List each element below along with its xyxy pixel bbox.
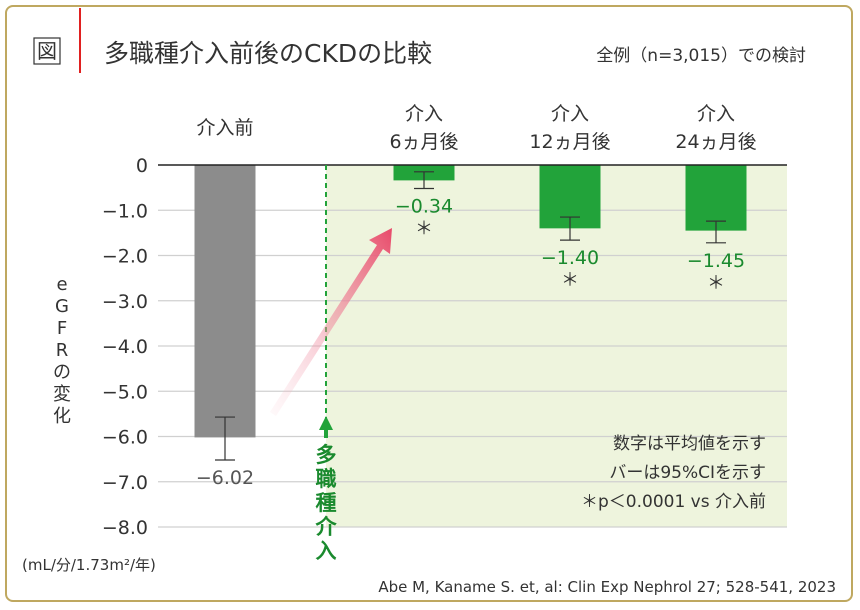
bar	[194, 165, 256, 438]
y-tick-label: −1.0	[102, 200, 148, 222]
x-category-label: 介入	[697, 103, 735, 125]
significance-mark: ＊	[707, 273, 725, 294]
chart-subtitle: 全例（n=3,015）での検討	[596, 46, 806, 66]
citation: Abe M, Kaname S. et, al: Clin Exp Nephro…	[378, 578, 836, 596]
x-category-label: 介入前	[196, 117, 253, 139]
y-tick-label: −4.0	[102, 336, 148, 358]
y-axis-label-char: F	[57, 318, 67, 339]
y-tick-label: 0	[136, 155, 148, 177]
intervention-label-char: 職	[316, 467, 337, 491]
x-category-label: 12ヵ月後	[529, 131, 610, 153]
fig-label: 図	[37, 39, 57, 63]
y-tick-label: −3.0	[102, 291, 148, 313]
value-label: −1.40	[541, 247, 599, 269]
y-axis-label-char: R	[56, 340, 69, 361]
intervention-label-char: 多	[316, 443, 337, 467]
value-label: −0.34	[395, 196, 453, 218]
y-axis-label-char: 化	[53, 406, 71, 427]
fig-label-box	[33, 37, 61, 65]
figure-frame	[5, 5, 853, 602]
x-category-label: 24ヵ月後	[675, 131, 756, 153]
y-tick-label: −5.0	[102, 381, 148, 403]
x-category-label: 6ヵ月後	[389, 131, 458, 153]
intervention-label-char: 介	[315, 515, 338, 539]
chart-title: 多職種介入前後のCKDの比較	[104, 39, 432, 68]
x-category-label: 介入	[405, 103, 443, 125]
y-tick-label: −8.0	[102, 517, 148, 539]
y-axis-unit: (mL/分/1.73m²/年)	[22, 556, 156, 574]
y-axis-label-char: e	[56, 274, 67, 295]
intervention-label-char: 種	[316, 491, 337, 515]
y-axis-label-char: G	[55, 296, 69, 317]
note-text: バーは95%CIを示す	[609, 463, 766, 483]
y-tick-label: −2.0	[102, 246, 148, 268]
significance-mark: ＊	[415, 219, 433, 240]
y-axis-label-char: の	[53, 362, 71, 383]
x-category-label: 介入	[551, 103, 589, 125]
significance-mark: ＊	[561, 270, 579, 291]
improvement-arrow-icon	[270, 228, 392, 416]
y-tick-label: −7.0	[102, 472, 148, 494]
value-label: −6.02	[196, 467, 254, 489]
note-text: ＊p＜0.0001 vs 介入前	[581, 492, 766, 512]
intervention-label-char: 入	[316, 539, 337, 563]
bar	[685, 165, 747, 231]
arrow-up-icon	[319, 416, 333, 430]
note-text: 数字は平均値を示す	[613, 434, 766, 454]
y-tick-label: −6.0	[102, 427, 148, 449]
value-label: −1.45	[687, 250, 745, 272]
y-axis-label-char: 変	[53, 384, 71, 405]
